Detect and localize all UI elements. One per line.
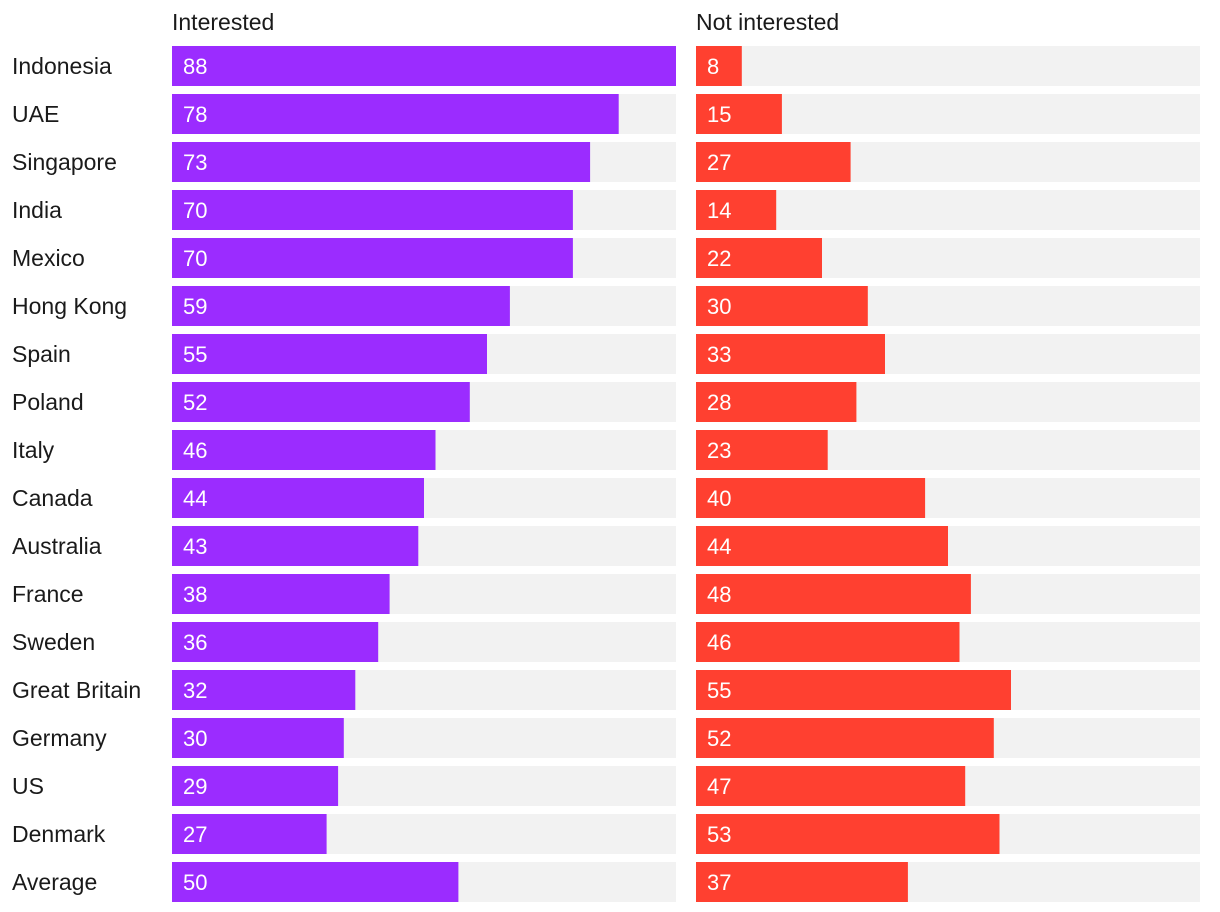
country-label-great-britain: Great Britain: [12, 677, 141, 703]
country-label-mexico: Mexico: [12, 245, 85, 271]
bar-not-interested-australia: [696, 526, 948, 566]
bar-interested-denmark: [172, 814, 327, 854]
value-label-interested-germany: 30: [183, 726, 207, 751]
bar-interested-poland: [172, 382, 470, 422]
country-label-france: France: [12, 581, 84, 607]
value-label-interested-average: 50: [183, 870, 207, 895]
value-label-interested-australia: 43: [183, 534, 207, 559]
country-label-denmark: Denmark: [12, 821, 106, 847]
country-label-us: US: [12, 773, 44, 799]
bar-interested-great-britain: [172, 670, 356, 710]
country-label-singapore: Singapore: [12, 149, 117, 175]
bar-not-interested-italy: [696, 430, 828, 470]
interested-panel: 88 78 73 70 70 59 55 52 46 44 43 38 36 32 30 29 27 50: [172, 46, 676, 902]
value-label-not-interested-denmark: 53: [707, 822, 731, 847]
bar-interested-uae: [172, 94, 619, 134]
value-label-not-interested-spain: 33: [707, 342, 731, 367]
country-label-germany: Germany: [12, 725, 107, 751]
not-interested-panel: 8 15 27 14 22 30 33 28 23 40 44 48 46 55 52 47 53 37: [696, 46, 1200, 902]
value-label-interested-us: 29: [183, 774, 207, 799]
bar-interested-mexico: [172, 238, 573, 278]
country-label-uae: UAE: [12, 101, 59, 127]
value-label-not-interested-canada: 40: [707, 486, 731, 511]
bar-not-interested-great-britain: [696, 670, 1011, 710]
bar-interested-indonesia: [172, 46, 676, 86]
value-label-not-interested-australia: 44: [707, 534, 731, 559]
country-label-spain: Spain: [12, 341, 71, 367]
bar-interested-spain: [172, 334, 487, 374]
bar-not-interested-sweden: [696, 622, 960, 662]
value-label-interested-hong-kong: 59: [183, 294, 207, 319]
value-label-not-interested-singapore: 27: [707, 150, 731, 175]
country-label-hong-kong: Hong Kong: [12, 293, 127, 319]
bar-not-interested-poland: [696, 382, 857, 422]
bar-not-interested-germany: [696, 718, 994, 758]
bar-interested-hong-kong: [172, 286, 510, 326]
value-label-not-interested-mexico: 22: [707, 246, 731, 271]
value-label-interested-uae: 78: [183, 102, 207, 127]
bar-interested-italy: [172, 430, 436, 470]
country-label-italy: Italy: [12, 437, 55, 463]
bar-interested-singapore: [172, 142, 591, 182]
value-label-not-interested-hong-kong: 30: [707, 294, 731, 319]
bar-track-not-interested-india: [696, 190, 1200, 230]
bar-not-interested-spain: [696, 334, 885, 374]
bar-interested-india: [172, 190, 573, 230]
country-labels: Indonesia UAE Singapore India Mexico Hong Kon…: [12, 53, 141, 895]
value-label-interested-france: 38: [183, 582, 207, 607]
bar-interested-australia: [172, 526, 419, 566]
value-label-not-interested-france: 48: [707, 582, 731, 607]
bar-interested-sweden: [172, 622, 379, 662]
country-label-sweden: Sweden: [12, 629, 95, 655]
value-label-not-interested-average: 37: [707, 870, 731, 895]
bar-not-interested-average: [696, 862, 908, 902]
value-label-interested-india: 70: [183, 198, 207, 223]
bar-not-interested-denmark: [696, 814, 1000, 854]
bar-not-interested-mexico: [696, 238, 822, 278]
value-label-interested-great-britain: 32: [183, 678, 207, 703]
bar-not-interested-france: [696, 574, 971, 614]
bar-not-interested-canada: [696, 478, 926, 518]
bar-not-interested-uae: [696, 94, 782, 134]
value-label-interested-singapore: 73: [183, 150, 207, 175]
value-label-not-interested-sweden: 46: [707, 630, 731, 655]
value-label-interested-indonesia: 88: [183, 54, 207, 79]
bar-interested-germany: [172, 718, 344, 758]
bar-not-interested-india: [696, 190, 777, 230]
value-label-interested-canada: 44: [183, 486, 207, 511]
bar-interested-france: [172, 574, 390, 614]
value-label-not-interested-germany: 52: [707, 726, 731, 751]
bar-interested-us: [172, 766, 339, 806]
value-label-interested-poland: 52: [183, 390, 207, 415]
value-label-not-interested-us: 47: [707, 774, 731, 799]
country-label-average: Average: [12, 869, 97, 895]
value-label-not-interested-indonesia: 8: [707, 54, 719, 79]
value-label-interested-mexico: 70: [183, 246, 207, 271]
interested-panel-title: Interested: [172, 9, 274, 35]
bar-interested-canada: [172, 478, 424, 518]
bar-not-interested-indonesia: [696, 46, 742, 86]
country-label-australia: Australia: [12, 533, 102, 559]
not-interested-panel-title: Not interested: [696, 9, 839, 35]
country-label-poland: Poland: [12, 389, 84, 415]
bar-interested-average: [172, 862, 459, 902]
bar-not-interested-us: [696, 766, 966, 806]
country-label-canada: Canada: [12, 485, 93, 511]
value-label-not-interested-poland: 28: [707, 390, 731, 415]
bar-not-interested-hong-kong: [696, 286, 868, 326]
country-label-india: India: [12, 197, 62, 223]
value-label-not-interested-india: 14: [707, 198, 731, 223]
value-label-interested-denmark: 27: [183, 822, 207, 847]
value-label-interested-sweden: 36: [183, 630, 207, 655]
bar-not-interested-singapore: [696, 142, 851, 182]
value-label-not-interested-italy: 23: [707, 438, 731, 463]
value-label-interested-spain: 55: [183, 342, 207, 367]
country-label-indonesia: Indonesia: [12, 53, 112, 79]
value-label-not-interested-uae: 15: [707, 102, 731, 127]
value-label-not-interested-great-britain: 55: [707, 678, 731, 703]
value-label-interested-italy: 46: [183, 438, 207, 463]
panel-titles: Interested Not interested: [172, 9, 839, 35]
bar-track-not-interested-indonesia: [696, 46, 1200, 86]
